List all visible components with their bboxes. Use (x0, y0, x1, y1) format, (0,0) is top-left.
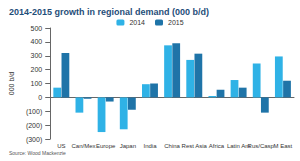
svg-text:US: US (57, 143, 65, 149)
svg-text:200: 200 (31, 66, 43, 73)
svg-text:(200): (200) (26, 122, 42, 130)
svg-text:2015: 2015 (168, 19, 184, 26)
svg-text:M East: M East (274, 143, 293, 149)
svg-text:Europe: Europe (96, 143, 116, 149)
svg-text:(100): (100) (26, 108, 42, 116)
svg-text:(300): (300) (26, 136, 42, 144)
svg-text:0: 0 (38, 94, 42, 101)
svg-text:Source: Wood Mackenzie: Source: Wood Mackenzie (9, 150, 66, 156)
svg-text:2014: 2014 (129, 19, 145, 26)
svg-text:500: 500 (31, 25, 43, 32)
svg-text:Latin Am: Latin Am (226, 143, 251, 149)
svg-text:100: 100 (31, 80, 43, 87)
svg-text:000 b/d: 000 b/d (8, 72, 15, 95)
svg-text:300: 300 (31, 52, 43, 59)
svg-text:400: 400 (31, 38, 43, 45)
svg-text:Can/Mex: Can/Mex (71, 143, 95, 149)
svg-text:Africa: Africa (209, 143, 225, 149)
svg-text:China: China (164, 143, 180, 149)
svg-text:Rus/Casp: Rus/Casp (248, 143, 275, 149)
svg-text:Rest Asia: Rest Asia (182, 143, 208, 149)
svg-text:India: India (143, 143, 157, 149)
svg-text:2014-2015 growth in regional d: 2014-2015 growth in regional demand (000… (9, 7, 209, 17)
svg-text:Japan: Japan (120, 143, 136, 149)
